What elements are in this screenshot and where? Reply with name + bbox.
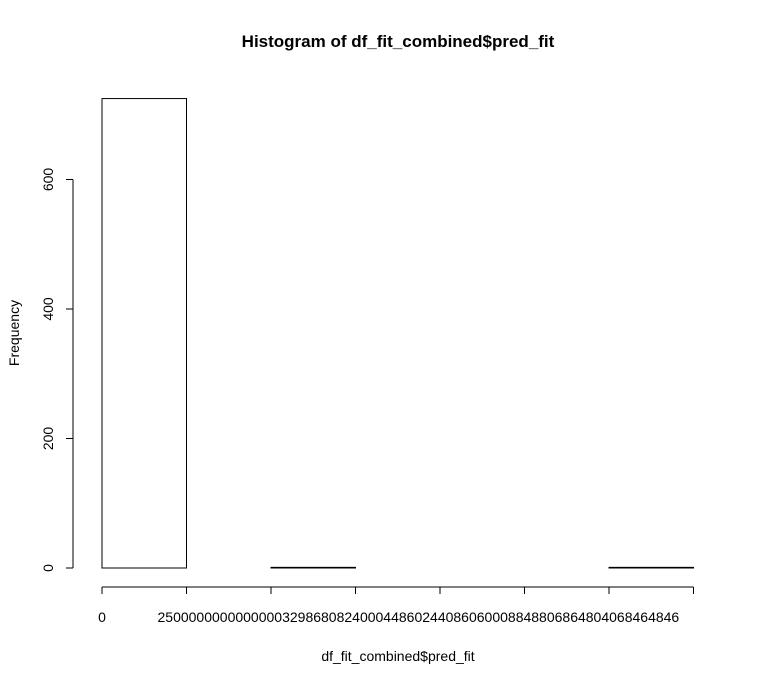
x-axis: 0 25000000000000003 29868082400044 86024408… (98, 586, 694, 625)
x-tick-label: 86024408606000 (399, 609, 508, 625)
x-tick-label: 88488068648040 (508, 609, 617, 625)
histogram-bar-3 (270, 566, 356, 569)
chart-title: Histogram of df_fit_combined$pred_fit (242, 32, 555, 51)
y-tick-label: 400 (40, 297, 56, 321)
y-axis: 0 200 400 600 (40, 168, 74, 572)
x-axis-label: df_fit_combined$pred_fit (321, 648, 474, 664)
x-tick-label: 29868082400044 (290, 609, 399, 625)
x-tick-label: 0 (98, 609, 106, 625)
x-tick-label: 68464846 (617, 609, 680, 625)
histogram-bar-7 (608, 566, 694, 569)
y-axis-label: Frequency (6, 300, 22, 366)
y-tick-label: 200 (40, 427, 56, 451)
histogram-bars (101, 98, 694, 569)
y-tick-label: 600 (40, 168, 56, 192)
y-tick-label: 0 (40, 564, 56, 572)
x-tick-label: 25000000000000003 (158, 609, 291, 625)
histogram-bar-1 (101, 98, 187, 569)
